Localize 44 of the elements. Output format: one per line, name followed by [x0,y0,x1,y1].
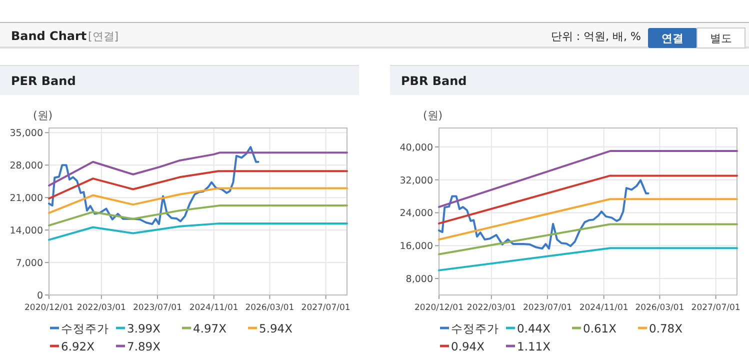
x-tick-label: 2027/07/01 [301,303,350,313]
y-tick-label: 8,000 [406,274,433,286]
y-tick-label: 14,000 [10,226,43,237]
chart-title: PBR Band [401,74,467,88]
legend-label: 0.94X [451,340,485,354]
text: [연결] [88,30,119,43]
y-tick-label: 0 [36,290,43,302]
legend-label: 5.94X [259,322,293,336]
x-tick-label: 2027/07/01 [691,303,740,313]
chart-title: PER Band [11,74,76,88]
text: 단위 : 억원, 배, % [550,30,641,43]
x-tick-label: 2020/12/01 [414,303,464,313]
text: 별도 [710,32,732,45]
legend-label: 7.89X [127,340,161,354]
legend-label: 0.78X [649,322,683,336]
x-tick-label: 2023/07/01 [133,303,182,313]
legend-label: 4.97X [193,322,227,336]
y-tick-label: 21,000 [10,193,43,204]
y-tick-label: 16,000 [400,241,433,252]
legend-label: 수정주가 [451,322,499,336]
y-axis-title: (원) [423,109,443,122]
x-tick-label: 2024/11/01 [189,303,238,313]
x-tick-label: 2024/11/01 [579,303,628,313]
x-tick-label: 2026/03/01 [635,303,684,313]
legend-label: 0.44X [517,322,551,336]
text: Band Chart [11,29,87,43]
y-tick-label: 32,000 [400,175,433,186]
x-tick-label: 2020/12/01 [24,303,74,313]
legend-label: 1.11X [517,340,551,354]
legend-label: 수정주가 [61,322,109,336]
legend-label: 6.92X [61,340,95,354]
y-tick-label: 7,000 [16,258,43,270]
y-tick-label: 28,000 [10,160,43,172]
text: 연결 [662,32,684,45]
x-tick-label: 2022/03/01 [76,303,126,313]
legend-label: 0.61X [583,322,617,336]
y-tick-label: 40,000 [400,142,433,154]
x-tick-label: 2022/03/01 [466,303,516,313]
y-tick-label: 35,000 [10,128,43,140]
y-axis-title: (원) [33,109,53,122]
x-tick-label: 2026/03/01 [245,303,294,313]
x-tick-label: 2023/07/01 [523,303,572,313]
legend-label: 3.99X [127,322,161,336]
y-tick-label: 24,000 [400,208,433,220]
